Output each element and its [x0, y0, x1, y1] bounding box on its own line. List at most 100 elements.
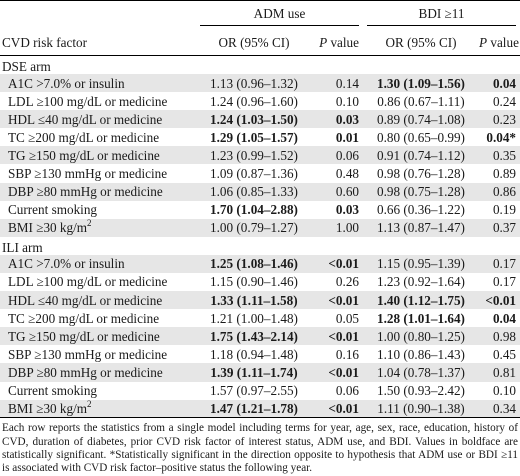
adm-p-value-cell: 0.03 [312, 110, 363, 129]
risk-factor-cell: HDL ≤40 mg/dL or medicine [0, 291, 196, 310]
table-row: LDL ≥100 mg/dL or medicine 1.24 (0.96–1.6… [0, 92, 520, 110]
risk-factor-cell: TC ≥200 mg/dL or medicine [0, 309, 196, 327]
risk-factor-text: HDL ≤40 mg/dL or medicine [8, 111, 163, 127]
bdi-or-cell: 1.23 (0.92–1.64) [377, 274, 465, 290]
column-header-row: CVD risk factor OR (95% CI) P value OR (… [0, 30, 520, 56]
adm-p-value-cell: 0.14 [312, 74, 363, 93]
bdi-or-cell: 0.80 (0.65–0.99) [377, 129, 465, 145]
adm-or-cell: 1.06 (0.85–1.33) [196, 182, 312, 201]
risk-factor-text: BMI ≥30 kg/m [8, 220, 88, 236]
column-header-risk-factor: CVD risk factor [2, 34, 87, 50]
risk-factor-text: TC ≥200 mg/dL or medicine [8, 310, 160, 326]
risk-factor-cell: TG ≥150 mg/dL or medicine [0, 327, 196, 346]
adm-p-value-cell: <0.01 [312, 399, 363, 419]
risk-factor-text: DBP ≥80 mmHg or medicine [8, 184, 163, 200]
risk-factor-text: BMI ≥30 kg/m [8, 400, 88, 416]
risk-factor-text: TG ≥150 mg/dL or medicine [8, 328, 160, 344]
table-body: DSE arm A1C >7.0% or insulin 1.13 (0.96–1.… [0, 56, 520, 419]
risk-factor-cell: TC ≥200 mg/dL or medicine [0, 128, 196, 146]
adm-p-value-cell: 1.00 [312, 218, 363, 237]
bdi-or-cell: 1.10 (0.86–1.43) [377, 346, 465, 362]
bdi-p-value-cell: 0.19 [492, 202, 517, 218]
adm-p-value-cell: <0.01 [312, 254, 363, 273]
bdi-p-value-cell: 0.23 [479, 110, 520, 129]
adm-or-cell: 1.21 (1.00–1.48) [210, 310, 298, 326]
bdi-p-value-cell: 0.10 [492, 383, 517, 399]
bdi-or-cell: 1.50 (0.93–2.42) [377, 383, 465, 399]
adm-or-cell: 1.15 (0.90–1.46) [210, 274, 298, 290]
risk-factor-text: LDL ≥100 mg/dL or medicine [8, 93, 168, 109]
bdi-p-value-cell: 0.17 [479, 254, 520, 273]
bdi-p-value-cell: 0.98 [479, 327, 520, 346]
adm-or-cell: 1.09 (0.87–1.36) [210, 166, 298, 182]
bdi-p-value-cell: 0.04 [479, 74, 520, 93]
adm-or-cell: 1.24 (0.96–1.60) [210, 93, 298, 109]
risk-factor-text: Current smoking [8, 383, 98, 399]
adm-or-cell: 1.00 (0.79–1.27) [196, 218, 312, 237]
group-header-adm: ADM use [196, 1, 363, 30]
bdi-or-cell: 0.98 (0.76–1.28) [377, 166, 465, 182]
adm-or-cell: 1.24 (1.03–1.50) [196, 110, 312, 129]
bdi-or-cell: 0.66 (0.36–1.22) [377, 202, 465, 218]
risk-factor-cell: LDL ≥100 mg/dL or medicine [0, 92, 196, 110]
bdi-p-value-cell: 0.86 [479, 182, 520, 201]
bdi-p-value-cell: 0.34 [479, 399, 520, 419]
adm-or-cell: 1.29 (1.05–1.57) [210, 129, 298, 145]
bdi-or-cell: 1.11 (0.90–1.38) [363, 399, 479, 419]
risk-factor-text: TC ≥200 mg/dL or medicine [8, 129, 160, 145]
group-header-bdi: BDI ≥11 [363, 1, 520, 30]
bdi-or-cell: 0.89 (0.74–1.08) [363, 110, 479, 129]
risk-factor-cell: Current smoking [0, 382, 196, 400]
table-row: TC ≥200 mg/dL or medicine 1.29 (1.05–1.57… [0, 128, 520, 146]
group-header-row: ADM use BDI ≥11 [0, 0, 520, 30]
table-row: HDL ≤40 mg/dL or medicine 1.24 (1.03–1.50… [0, 110, 520, 129]
bdi-p-value-cell: 0.04 [492, 310, 517, 326]
risk-factor-cell: A1C >7.0% or insulin [0, 254, 196, 273]
bdi-p-value-cell: 0.24 [492, 93, 517, 109]
risk-factor-cell: DBP ≥80 mmHg or medicine [0, 363, 196, 382]
risk-factor-cell: Current smoking [0, 201, 196, 219]
adm-p-value-cell: 0.10 [335, 93, 359, 109]
bdi-p-value-cell: 0.37 [479, 218, 520, 237]
table-row: TC ≥200 mg/dL or medicine 1.21 (1.00–1.48… [0, 309, 520, 327]
table-row: Current smoking 1.70 (1.04–2.88) 0.03 0.66 … [0, 201, 520, 219]
risk-factor-cell: SBP ≥130 mmHg or medicine [0, 164, 196, 182]
table-row: LDL ≥100 mg/dL or medicine 1.15 (0.90–1.4… [0, 273, 520, 291]
bdi-or-cell: 1.13 (0.87–1.47) [363, 218, 479, 237]
adm-p-value-cell: 0.60 [312, 182, 363, 201]
risk-factor-text: TG ≥150 mg/dL or medicine [8, 147, 160, 163]
adm-p-value-cell: 0.16 [335, 346, 359, 362]
risk-factor-text: A1C >7.0% or insulin [8, 75, 125, 91]
adm-or-cell: 1.39 (1.11–1.74) [196, 363, 312, 382]
table-row: DBP ≥80 mmHg or medicine 1.39 (1.11–1.74)… [0, 363, 520, 382]
bdi-or-cell: 0.91 (0.74–1.12) [363, 146, 479, 165]
risk-factor-text: Current smoking [8, 202, 98, 218]
adm-or-cell: 1.23 (0.99–1.52) [196, 146, 312, 165]
section-row: DSE arm [0, 56, 520, 75]
table-row: DBP ≥80 mmHg or medicine 1.06 (0.85–1.33)… [0, 182, 520, 201]
risk-factor-superscript: 2 [87, 217, 92, 228]
risk-factor-text: SBP ≥130 mmHg or medicine [8, 166, 168, 182]
section-title: ILI arm [2, 239, 43, 255]
table-row: SBP ≥130 mmHg or medicine 1.18 (0.94–1.48… [0, 345, 520, 363]
table-footnote: Each row reports the statistics from a s… [2, 422, 518, 475]
bdi-p-value-cell: 0.35 [479, 146, 520, 165]
bdi-or-cell: 1.28 (1.01–1.64) [377, 310, 465, 326]
bdi-p-value-cell: 0.81 [479, 363, 520, 382]
table-row: TG ≥150 mg/dL or medicine 1.23 (0.99–1.52… [0, 146, 520, 165]
adm-or-cell: 1.13 (0.96–1.32) [196, 74, 312, 93]
risk-factor-cell: DBP ≥80 mmHg or medicine [0, 182, 196, 201]
adm-p-value-cell: <0.01 [312, 363, 363, 382]
bdi-p-value-cell: 0.45 [492, 346, 517, 362]
adm-p-value-cell: 0.06 [335, 383, 359, 399]
risk-factor-superscript: 2 [87, 398, 92, 409]
bdi-p-value-cell: 0.17 [492, 274, 517, 290]
adm-or-cell: 1.57 (0.97–2.55) [210, 383, 298, 399]
adm-or-cell: 1.75 (1.43–2.14) [196, 327, 312, 346]
bdi-p-value-cell: 0.04* [486, 129, 517, 145]
section-title: DSE arm [2, 59, 51, 74]
table-row: Current smoking 1.57 (0.97–2.55) 0.06 1.50 … [0, 382, 520, 400]
risk-factor-cell: TG ≥150 mg/dL or medicine [0, 146, 196, 165]
bdi-or-cell: 1.00 (0.80–1.25) [363, 327, 479, 346]
